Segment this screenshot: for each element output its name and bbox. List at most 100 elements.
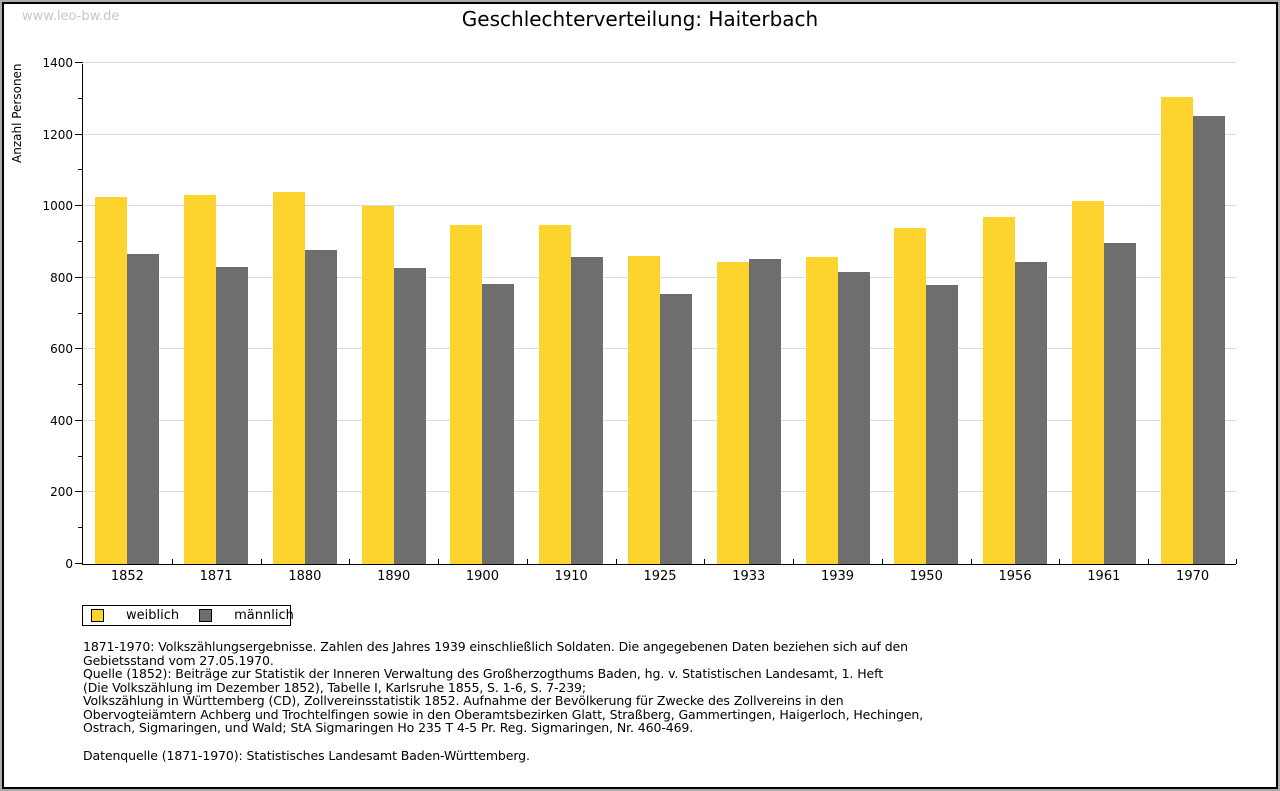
- bar-männlich-1910: [571, 257, 604, 564]
- bar-weiblich-1925: [628, 256, 660, 564]
- footnote-line: Quelle (1852): Beiträge zur Statistik de…: [83, 666, 884, 681]
- bar-männlich-1880: [304, 250, 337, 564]
- chart-title: Geschlechterverteilung: Haiterbach: [461, 7, 819, 31]
- y-axis-major-tick: [75, 419, 83, 421]
- footnote-line: 1871-1970: Volkszählungsergebnisse. Zahl…: [83, 639, 908, 654]
- bar-weiblich-1961: [1071, 201, 1104, 564]
- bar-männlich-1961: [1103, 243, 1136, 564]
- footnote-line: (Die Volkszählung im Dezember 1852), Tab…: [83, 679, 587, 695]
- gridline: [83, 205, 1236, 207]
- bar-weiblich-1950: [894, 227, 927, 564]
- x-axis-label: 1925: [643, 569, 677, 584]
- x-axis-label: 1961: [1087, 569, 1121, 584]
- bar-weiblich-1880: [272, 192, 305, 564]
- x-axis-label: 1900: [465, 569, 499, 584]
- datasource-line: Datenquelle (1871-1970): Statistisches L…: [83, 747, 530, 763]
- x-axis-label: 1910: [554, 569, 588, 584]
- legend-swatch-männlich: [199, 609, 213, 622]
- y-axis-tick-label: 1400: [42, 56, 73, 70]
- legend-label: männlich: [234, 608, 294, 623]
- y-axis-tick-label: 600: [50, 342, 73, 357]
- bar-männlich-1852: [127, 254, 160, 564]
- bar-weiblich-1970: [1160, 97, 1193, 564]
- x-axis-tick: [526, 559, 528, 564]
- x-axis-tick: [970, 559, 972, 564]
- y-axis-major-tick: [75, 348, 83, 350]
- legend-item-männlich: männlich: [199, 608, 294, 623]
- x-axis-tick: [1236, 559, 1237, 564]
- bar-männlich-1950: [926, 285, 959, 564]
- footnote-line: Obervogteiämtern Achberg und Trochtelfin…: [83, 706, 924, 722]
- x-axis-tick: [171, 559, 173, 564]
- bar-weiblich-1852: [95, 197, 128, 564]
- x-axis-tick: [704, 559, 706, 564]
- bar-männlich-1970: [1192, 116, 1225, 564]
- x-axis-tick: [260, 559, 262, 564]
- bar-männlich-1956: [1015, 262, 1048, 564]
- y-axis-tick-label: 1000: [42, 199, 73, 214]
- bar-männlich-1925: [660, 294, 692, 564]
- y-axis-minor-tick: [78, 384, 83, 386]
- legend-label: weiblich: [126, 608, 180, 623]
- y-axis-label: Anzahl Personen: [10, 63, 24, 163]
- bar-weiblich-1910: [539, 224, 572, 564]
- y-axis-tick-label: 0: [65, 557, 73, 571]
- legend-swatch-weiblich: [91, 609, 104, 622]
- y-axis-major-tick: [75, 563, 83, 564]
- y-axis-minor-tick: [78, 169, 83, 171]
- y-axis-minor-tick: [78, 312, 83, 314]
- y-axis-major-tick: [75, 205, 83, 207]
- x-axis-label: 1939: [820, 569, 855, 584]
- x-axis-label: 1956: [998, 569, 1032, 584]
- bar-weiblich-1900: [450, 224, 483, 564]
- x-axis-label: 1933: [732, 569, 766, 584]
- footnotes: 1871-1970: Volkszählungsergebnisse. Zahl…: [83, 640, 1223, 762]
- bar-weiblich-1890: [361, 206, 394, 564]
- footnote-line: Volkszählung in Württemberg (CD), Zollve…: [83, 693, 844, 708]
- bar-weiblich-1871: [184, 195, 217, 564]
- y-axis-major-tick: [75, 276, 83, 278]
- gridline: [83, 62, 1236, 63]
- x-axis-tick: [1148, 559, 1150, 564]
- bar-männlich-1890: [393, 268, 426, 564]
- bar-männlich-1933: [748, 259, 781, 564]
- legend: weiblich männlich: [82, 605, 294, 626]
- bar-männlich-1939: [837, 272, 870, 564]
- bar-weiblich-1933: [716, 261, 749, 564]
- y-axis-tick-label: 200: [50, 485, 73, 500]
- y-axis-minor-tick: [78, 455, 83, 457]
- x-axis-tick: [349, 559, 351, 564]
- y-axis-tick-label: 1200: [42, 127, 73, 142]
- y-axis-minor-tick: [78, 97, 83, 99]
- watermark: www.leo-bw.de: [22, 9, 120, 24]
- x-axis-tick: [615, 559, 617, 564]
- y-axis-major-tick: [75, 133, 83, 135]
- x-axis-tick: [438, 559, 440, 564]
- y-axis-major-tick: [75, 491, 83, 493]
- x-axis-label: 1880: [288, 569, 322, 584]
- x-axis-tick: [1059, 559, 1061, 564]
- bar-männlich-1871: [216, 266, 249, 564]
- y-axis-tick-label: 800: [50, 270, 73, 285]
- gridline: [83, 133, 1236, 135]
- y-axis-minor-tick: [78, 527, 83, 529]
- y-axis-minor-tick: [78, 240, 83, 242]
- y-axis-major-tick: [75, 62, 83, 63]
- x-axis-label: 1852: [110, 569, 144, 584]
- bar-weiblich-1956: [983, 216, 1016, 564]
- x-axis-label: 1950: [909, 569, 943, 584]
- x-axis-tick: [881, 559, 883, 564]
- plot-area: 0 200 400 600 800 1000 1200 1400 1852 1871 1880 189…: [42, 57, 1237, 584]
- footnote-line: Gebietsstand vom 27.05.1970.: [83, 652, 274, 668]
- footnote-line: Ostrach, Sigmaringen, und Wald; StA Sigm…: [83, 720, 694, 735]
- legend-item-weiblich: weiblich: [91, 608, 179, 623]
- x-axis-tick: [793, 559, 795, 564]
- x-axis-label: 1890: [377, 569, 411, 584]
- y-axis-tick-label: 400: [50, 413, 73, 428]
- x-axis-label: 1970: [1176, 569, 1210, 584]
- bar-männlich-1900: [482, 284, 515, 564]
- x-axis-label: 1871: [199, 569, 233, 584]
- bar-weiblich-1939: [805, 257, 838, 564]
